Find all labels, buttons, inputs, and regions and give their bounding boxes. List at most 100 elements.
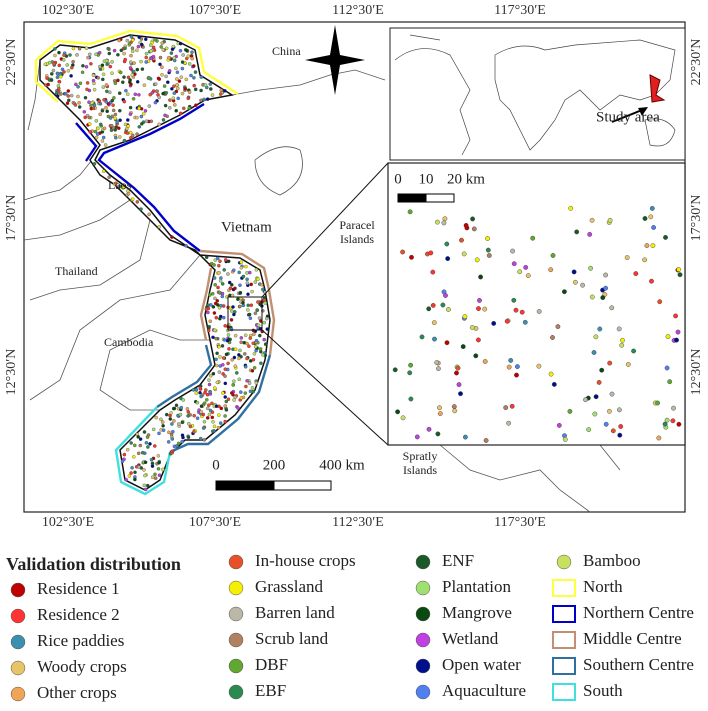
place-label: Spratly (403, 449, 438, 463)
sample-point (400, 249, 405, 255)
sample-point (587, 231, 593, 237)
sample-point (212, 276, 217, 280)
sample-point (131, 97, 136, 101)
sample-point (248, 389, 253, 394)
sample-point (157, 431, 161, 436)
sample-point (262, 337, 266, 342)
sample-point (476, 306, 481, 311)
sample-point (137, 106, 141, 111)
sample-point (241, 301, 245, 305)
sample-point (246, 308, 250, 312)
sample-point (227, 347, 231, 351)
sample-point (625, 361, 631, 367)
sample-point (153, 476, 158, 480)
sample-point (212, 424, 217, 429)
sample-point (249, 303, 254, 307)
sample-point (597, 326, 603, 332)
sample-point (136, 435, 140, 439)
sample-point (202, 438, 207, 442)
sample-point (129, 135, 133, 140)
sample-point (59, 74, 63, 79)
sample-point (483, 438, 489, 443)
sample-point (184, 77, 189, 82)
sample-point (150, 461, 155, 466)
legend-swatch (552, 631, 576, 649)
sample-point (222, 268, 226, 272)
sample-point (238, 290, 243, 295)
scale-label: 200 (263, 457, 286, 473)
sample-point (131, 133, 135, 138)
sample-point (221, 391, 225, 395)
sample-point (445, 256, 451, 261)
sample-point (140, 450, 145, 455)
sample-point (664, 417, 670, 423)
sample-point (168, 106, 172, 110)
sample-point (220, 291, 225, 296)
sample-point (190, 56, 194, 61)
sample-point (129, 53, 133, 58)
sample-point (194, 391, 199, 395)
legend-label: Aquaculture (442, 681, 526, 700)
sample-point (244, 264, 248, 269)
sample-point (229, 318, 234, 322)
sample-point (183, 87, 188, 91)
sample-point (103, 143, 108, 147)
sample-point (254, 338, 259, 343)
sample-point (180, 439, 184, 444)
sample-point (133, 477, 137, 482)
sample-point (168, 417, 173, 421)
sample-point (511, 297, 517, 303)
sample-point (98, 122, 103, 127)
sample-point (179, 75, 184, 79)
sample-point (462, 314, 468, 319)
sample-point (175, 70, 180, 75)
sample-point (209, 373, 213, 378)
sample-point (170, 422, 174, 426)
sample-point (428, 250, 434, 256)
sample-point (455, 365, 461, 371)
sample-point (250, 289, 254, 294)
sample-point (168, 413, 172, 418)
sample-point (237, 356, 241, 361)
sample-point (98, 102, 103, 106)
sample-point (255, 308, 260, 312)
sample-point (110, 60, 114, 64)
sample-point (246, 292, 250, 296)
sample-point (562, 289, 567, 295)
sample-point (567, 408, 573, 414)
legend-label: Woody crops (37, 657, 127, 676)
sample-point (223, 381, 228, 386)
zoom-box (227, 296, 263, 331)
sample-point (607, 217, 613, 223)
sample-point (238, 304, 242, 309)
sample-point (243, 391, 248, 395)
sample-point (161, 118, 166, 122)
sample-point (624, 255, 630, 261)
sample-point (395, 409, 400, 415)
sample-point (105, 89, 109, 94)
sample-point (60, 67, 65, 72)
sample-point (662, 421, 668, 427)
sample-point (83, 115, 87, 120)
sample-point (85, 87, 89, 92)
sample-point (122, 99, 127, 104)
sample-point (459, 237, 464, 243)
sample-point (550, 253, 556, 258)
sample-point (128, 112, 133, 116)
sample-point (214, 315, 219, 320)
sample-point (133, 470, 137, 475)
sample-point (407, 370, 413, 376)
sample-point (203, 83, 208, 87)
sample-point (202, 419, 207, 424)
legend-label: North (583, 577, 623, 596)
sample-point (247, 312, 252, 317)
lon-label: 112°30′E (332, 3, 384, 18)
sample-point (195, 416, 200, 420)
sample-point (190, 50, 194, 54)
sample-point (160, 420, 165, 424)
legend: Validation distribution Residence 1 Resid… (6, 551, 694, 702)
sample-point (45, 76, 49, 80)
sample-point (232, 268, 236, 272)
sample-point (178, 41, 183, 46)
sample-point (87, 100, 91, 104)
